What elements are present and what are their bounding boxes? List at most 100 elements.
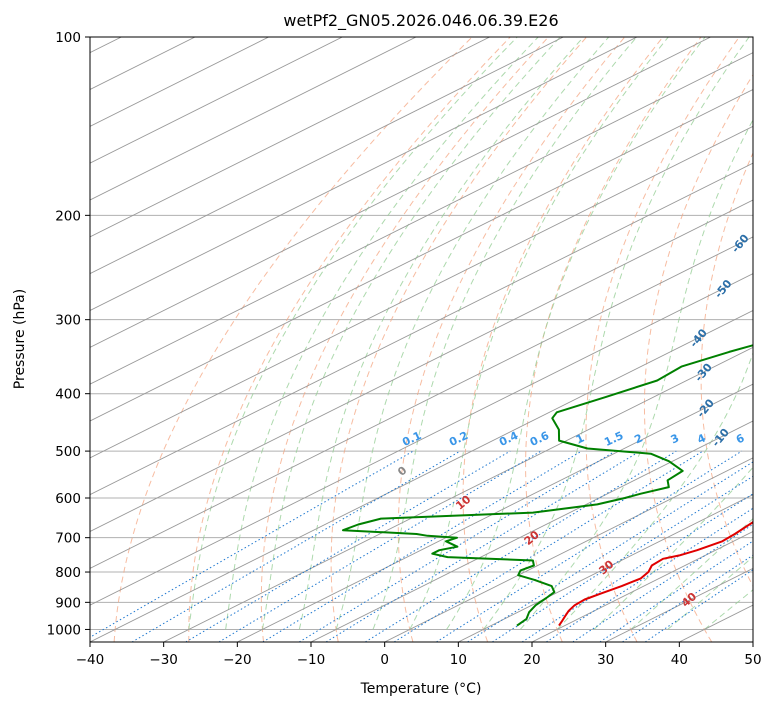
- mixing-ratio-label: 0.6: [528, 429, 551, 449]
- dry-adiabat-line: [643, 73, 753, 642]
- mixing-ratio-line: [467, 461, 753, 642]
- moist-adiabat-line: [188, 37, 518, 630]
- moist-adiabats: [188, 37, 753, 630]
- mixing-ratio-label: 6: [734, 431, 747, 446]
- moist-adiabat-line: [372, 37, 638, 630]
- y-tick-label: 300: [55, 313, 81, 329]
- isotherm-line: [237, 383, 753, 642]
- moist-adiabat-line: [225, 37, 539, 630]
- x-tick-label: 50: [744, 652, 761, 668]
- dry-adiabat-line: [585, 37, 740, 642]
- dry-adiabat-line: [188, 37, 511, 642]
- profile-line: [342, 344, 753, 627]
- mixing-ratio-line: [393, 450, 704, 642]
- moist-adiabat-line: [409, 37, 669, 630]
- mixing-ratio-line: [298, 450, 616, 642]
- x-tick-label: 30: [597, 652, 614, 668]
- y-tick-label: 100: [55, 30, 81, 46]
- y-axis-ticks: 100 200 300 400 500 600 700 800 900 1000: [47, 30, 90, 638]
- isotherm-line: [163, 346, 753, 642]
- profile-line: [558, 520, 753, 627]
- isotherm-line: [90, 125, 753, 459]
- isotherm-line: [531, 530, 753, 642]
- mixing-ratio-label: 1: [574, 431, 586, 446]
- isotherm-line: [90, 37, 196, 91]
- y-tick-label: 1000: [47, 622, 81, 638]
- moist-adiabat-line: [704, 589, 753, 630]
- y-tick-label: 800: [55, 565, 81, 581]
- isotherm-line: [90, 37, 417, 201]
- isotherm-label: -50: [712, 277, 735, 301]
- isotherm-line: [90, 309, 753, 642]
- x-axis-label: Temperature (°C): [360, 681, 482, 697]
- mixing-ratio-line: [436, 450, 743, 642]
- dry-adiabat-line: [525, 37, 702, 642]
- y-axis-label: Pressure (hPa): [12, 289, 28, 389]
- mixing-ratio-label: 8: [763, 431, 775, 446]
- dry-adiabat-line: [462, 37, 664, 642]
- moist-adiabat-line: [335, 37, 610, 630]
- isotherm-line: [90, 162, 753, 496]
- y-tick-label: 200: [55, 208, 81, 224]
- y-tick-label: 700: [55, 531, 81, 547]
- x-tick-label: −30: [149, 652, 178, 668]
- moist-adiabat-line: [446, 37, 706, 630]
- moist-adiabat-line: [519, 118, 753, 630]
- isotherm-line: [90, 52, 753, 385]
- pressure-gridlines: [90, 37, 753, 630]
- profile-series: [342, 344, 753, 627]
- dry-adiabats: [113, 37, 753, 642]
- x-tick-label: −10: [297, 652, 326, 668]
- theta-label: 30: [596, 557, 616, 577]
- x-axis-ticks: −40 −30 −20 −10 0 10 20 30 40 50: [76, 642, 762, 668]
- moist-adiabat-line: [261, 37, 561, 630]
- isotherm-line: [90, 37, 490, 238]
- isotherm-line: [310, 420, 753, 642]
- moist-adiabat-line: [556, 351, 753, 630]
- isotherm-line: [90, 37, 711, 348]
- dry-adiabat-line: [397, 37, 626, 642]
- dry-adiabat-line: [260, 37, 549, 642]
- isotherm-label: -10: [709, 426, 732, 450]
- mixing-ratio-line: [521, 493, 753, 642]
- line-labels: 0.10.20.40.611.52346810131620253036-100-…: [395, 232, 775, 610]
- mixing-ratio-line: [492, 475, 753, 642]
- isotherm-label: -30: [692, 361, 715, 385]
- isotherm-label: -40: [687, 326, 710, 350]
- isotherm-line: [752, 641, 753, 642]
- mixing-ratio-label: 0.4: [497, 429, 520, 449]
- isotherm-line: [90, 273, 753, 606]
- moist-adiabat-line: [298, 37, 584, 630]
- isotherm-line: [90, 199, 753, 533]
- y-tick-label: 500: [55, 444, 81, 460]
- dry-adiabat-line: [700, 151, 753, 588]
- x-tick-label: 0: [380, 652, 389, 668]
- mixing-ratio-line: [325, 450, 641, 642]
- moist-adiabat-line: [667, 556, 753, 630]
- mixing-ratio-line: [546, 507, 753, 642]
- chart-title: wetPf2_GN05.2026.046.06.39.E26: [283, 11, 558, 31]
- x-tick-label: 10: [450, 652, 467, 668]
- mixing-ratio-line: [90, 450, 414, 638]
- isotherm-line: [90, 236, 753, 569]
- moist-adiabat-line: [593, 466, 753, 630]
- mixing-ratio-line: [622, 554, 753, 642]
- isotherm-label: -60: [729, 232, 752, 256]
- mixing-ratio-lines: [90, 450, 753, 642]
- y-tick-label: 600: [55, 491, 81, 507]
- moist-adiabat-line: [630, 517, 753, 630]
- mixing-ratio-label: 3: [669, 431, 681, 446]
- isotherms: [90, 37, 753, 642]
- mixing-ratio-label: 0.2: [447, 429, 470, 449]
- plot-area: 0.10.20.40.611.52346810131620253036-100-…: [90, 37, 775, 642]
- isotherm-line: [90, 37, 638, 312]
- x-tick-label: −40: [76, 652, 105, 668]
- dry-adiabat-line: [113, 37, 473, 642]
- x-tick-label: 20: [523, 652, 540, 668]
- theta-label: 0: [395, 464, 409, 479]
- mixing-ratio-line: [365, 450, 677, 642]
- isotherm-line: [90, 37, 269, 127]
- x-tick-label: 40: [671, 652, 688, 668]
- moist-adiabat-line: [483, 37, 750, 630]
